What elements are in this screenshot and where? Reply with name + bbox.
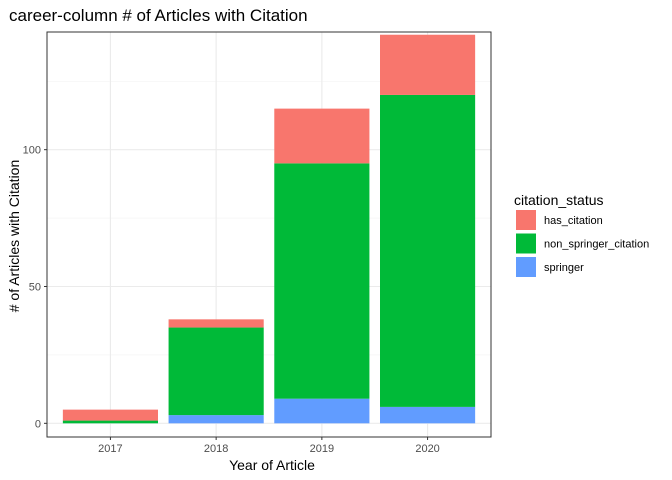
bar-springer-2019 [274, 398, 370, 424]
bar-non_springer_citation-2018 [168, 327, 264, 416]
x-tick-label: 2017 [98, 443, 122, 455]
x-axis-ticks: 2017 2018 2019 2020 [98, 437, 440, 455]
y-tick-label: 50 [29, 281, 41, 293]
legend-key-non_springer_citation [516, 233, 536, 254]
bar-non_springer_citation-2017 [62, 420, 158, 424]
y-axis-title: # of Articles with Citation [6, 160, 22, 313]
y-tick-label: 0 [35, 418, 41, 430]
x-tick-label: 2019 [310, 443, 334, 455]
legend-title: citation_status [514, 192, 604, 208]
x-axis-title: Year of Article [229, 457, 315, 473]
bars [62, 34, 476, 424]
legend-label-non_springer_citation: non_springer_citation [544, 239, 649, 251]
bar-springer-2020 [380, 406, 476, 424]
bar-non_springer_citation-2019 [274, 163, 370, 399]
panel-border [46, 31, 492, 438]
bar-has_citation-2020 [380, 34, 476, 95]
bar-has_citation-2017 [62, 409, 158, 421]
bar-non_springer_citation-2020 [380, 94, 476, 407]
legend-key-springer [516, 257, 536, 277]
legend-label-springer: springer [544, 262, 584, 274]
y-tick-label: 100 [23, 145, 41, 157]
legend-key-has_citation [516, 210, 536, 230]
bar-has_citation-2018 [168, 319, 264, 328]
x-tick-label: 2020 [415, 443, 439, 455]
chart-title: career-column # of Articles with Citatio… [9, 6, 308, 25]
x-tick-label: 2018 [204, 443, 228, 455]
legend: citation_status has_citation non_springer… [514, 192, 649, 277]
bar-springer-2018 [168, 415, 264, 424]
legend-items: has_citation non_springer_citationspringe… [516, 210, 649, 277]
y-axis-ticks: 0 50 100 [23, 145, 47, 430]
legend-label-has_citation: has_citation [544, 215, 603, 227]
bar-has_citation-2019 [274, 108, 370, 164]
